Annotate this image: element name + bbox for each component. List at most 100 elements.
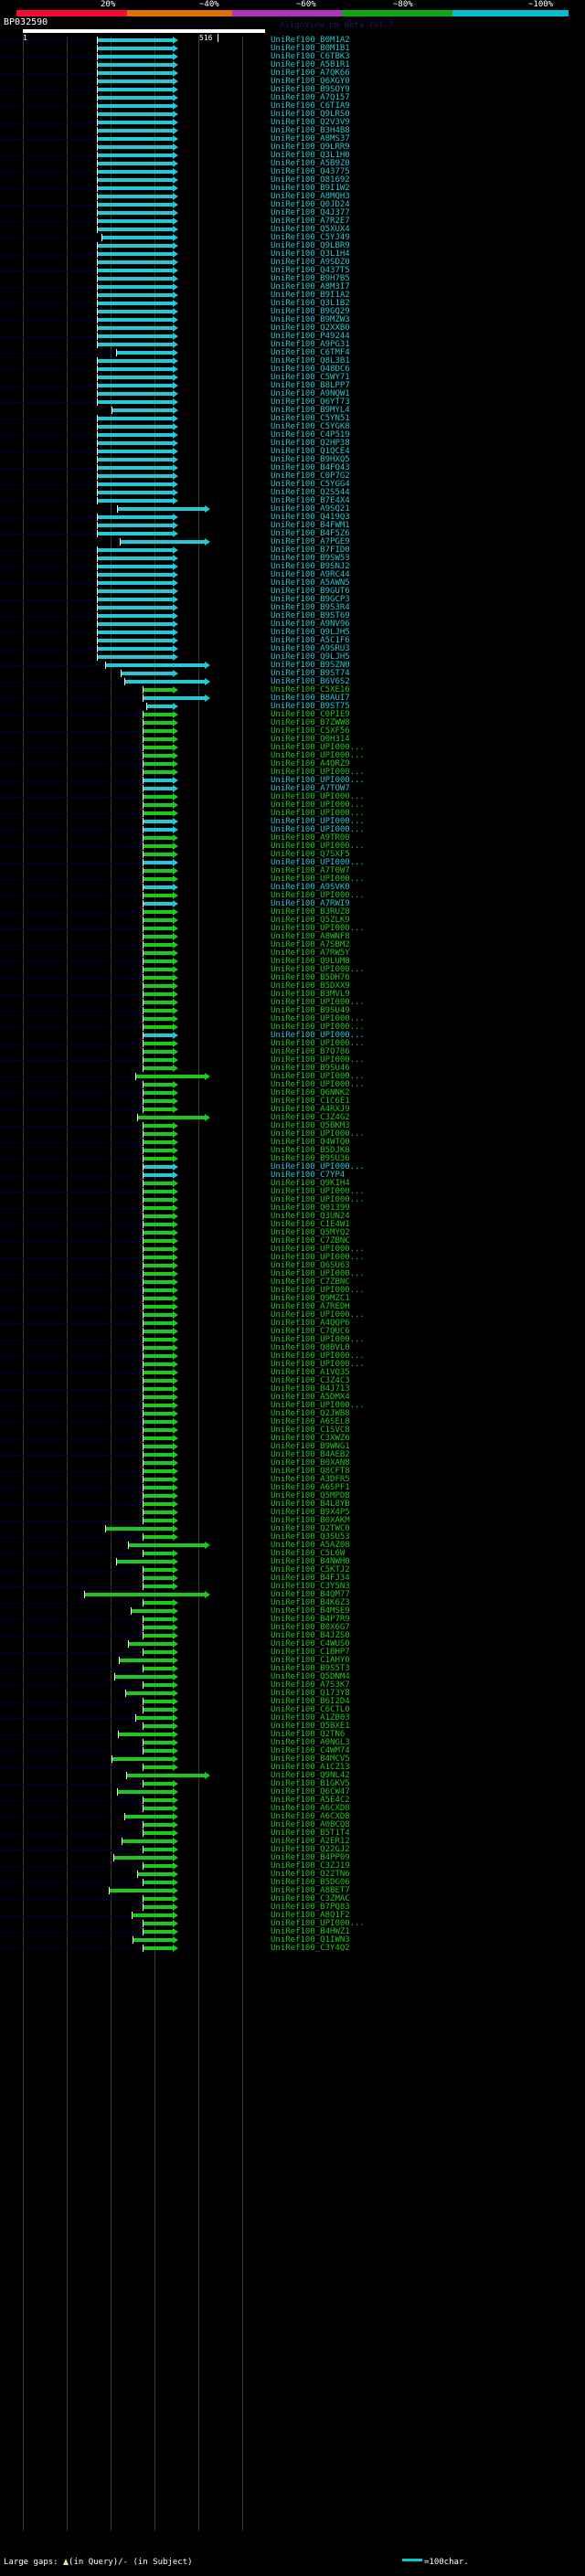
hit-label[interactable]: UniRef100_UPI000...	[271, 1195, 365, 1204]
hsp-bar[interactable]	[116, 351, 173, 355]
hsp-bar[interactable]	[97, 80, 173, 83]
hit-label[interactable]: UniRef100_UPI000...	[271, 809, 365, 818]
hsp-bar[interactable]	[143, 1831, 173, 1835]
hsp-bar[interactable]	[117, 1790, 173, 1794]
hit-row[interactable]: UniRef100_A8MQH3	[0, 192, 585, 201]
hit-row[interactable]: UniRef100_UPI000...	[0, 1352, 585, 1361]
hit-label[interactable]: UniRef100_Q48DC6	[271, 365, 350, 374]
hit-row[interactable]: UniRef100_B1GKV5	[0, 1779, 585, 1788]
hsp-bar[interactable]	[97, 367, 173, 371]
hit-label[interactable]: UniRef100_C3XWZ6	[271, 1434, 350, 1443]
hsp-bar[interactable]	[143, 828, 173, 832]
hit-row[interactable]: UniRef100_C4P519	[0, 430, 585, 440]
hsp-bar[interactable]	[143, 1395, 173, 1399]
hit-label[interactable]: UniRef100_UPI000...	[271, 792, 365, 801]
hit-label[interactable]: UniRef100_B7FID0	[271, 546, 350, 555]
hit-label[interactable]: UniRef100_A7SBM2	[271, 940, 350, 949]
hit-row[interactable]: UniRef100_UPI000...	[0, 1253, 585, 1262]
hit-label[interactable]: UniRef100_UPI000...	[271, 965, 365, 974]
hsp-bar[interactable]	[143, 1782, 173, 1786]
hit-row[interactable]: UniRef100_B6V6S2	[0, 677, 585, 686]
hit-label[interactable]: UniRef100_C3ZMAC	[271, 1894, 350, 1903]
hit-label[interactable]: UniRef100_A7TOW7	[271, 784, 350, 793]
hit-row[interactable]: UniRef100_UPI000...	[0, 1919, 585, 1928]
hsp-bar[interactable]	[97, 532, 173, 535]
hit-label[interactable]: UniRef100_C1BHP7	[271, 1648, 350, 1657]
hit-row[interactable]: UniRef100_B4F5Z6	[0, 529, 585, 538]
hsp-bar[interactable]	[143, 721, 173, 725]
hit-row[interactable]: UniRef100_B8LPP7	[0, 381, 585, 390]
hsp-bar[interactable]	[143, 1198, 173, 1202]
hit-label[interactable]: UniRef100_C6TMF4	[271, 348, 350, 357]
hit-label[interactable]: UniRef100_B9ST69	[271, 611, 350, 620]
hit-row[interactable]: UniRef100_UPI000...	[0, 1039, 585, 1048]
hit-row[interactable]: UniRef100_Q6SU63	[0, 1261, 585, 1270]
hsp-bar[interactable]	[143, 1667, 173, 1670]
hsp-bar[interactable]	[97, 137, 173, 141]
hit-row[interactable]: UniRef100_B0XAN8	[0, 1458, 585, 1468]
hit-label[interactable]: UniRef100_UPI000...	[271, 1401, 365, 1410]
hit-row[interactable]: UniRef100_C5XE16	[0, 685, 585, 694]
hit-label[interactable]: UniRef100_B3MVL9	[271, 990, 350, 999]
hit-label[interactable]: UniRef100_Q9LRS0	[271, 110, 350, 119]
hit-row[interactable]: UniRef100_O81692	[0, 175, 585, 185]
hit-row[interactable]: UniRef100_Q6YT73	[0, 398, 585, 407]
hsp-bar[interactable]	[125, 1691, 173, 1695]
hit-label[interactable]: UniRef100_Q8CFT8	[271, 1467, 350, 1476]
hsp-bar[interactable]	[118, 1733, 173, 1736]
hit-row[interactable]: UniRef100_Q6CW47	[0, 1787, 585, 1797]
hit-row[interactable]: UniRef100_B4QM77	[0, 1590, 585, 1599]
hit-label[interactable]: UniRef100_C1SVC8	[271, 1426, 350, 1435]
hit-label[interactable]: UniRef100_UPI000...	[271, 1187, 365, 1196]
hit-row[interactable]: UniRef100_UPI000...	[0, 924, 585, 933]
hit-row[interactable]: UniRef100_Q5ZLK9	[0, 916, 585, 925]
hsp-bar[interactable]	[143, 894, 173, 897]
hsp-bar[interactable]	[143, 844, 173, 848]
hit-row[interactable]: UniRef100_UPI000...	[0, 800, 585, 810]
hit-row[interactable]: UniRef100_A7T0W7	[0, 866, 585, 875]
hit-label[interactable]: UniRef100_A7Q157	[271, 93, 350, 102]
hit-row[interactable]: UniRef100_A7REDH	[0, 1302, 585, 1311]
hit-row[interactable]: UniRef100_A7RW5Y	[0, 949, 585, 958]
hit-row[interactable]: UniRef100_UPI000...	[0, 1080, 585, 1089]
hsp-bar[interactable]	[143, 877, 173, 881]
hit-row[interactable]: UniRef100_A7TOW7	[0, 784, 585, 793]
hsp-bar[interactable]	[143, 1494, 173, 1498]
hsp-bar[interactable]	[97, 112, 173, 116]
hit-row[interactable]: UniRef100_B4FWM1	[0, 521, 585, 530]
hit-label[interactable]: UniRef100_C5YGK8	[271, 422, 350, 431]
hsp-bar[interactable]	[143, 1182, 173, 1185]
hsp-bar[interactable]	[143, 1280, 173, 1284]
hsp-bar[interactable]	[124, 680, 205, 684]
hsp-bar[interactable]	[109, 1889, 173, 1892]
hsp-bar[interactable]	[143, 1412, 173, 1415]
hit-label[interactable]: UniRef100_UPI000...	[271, 858, 365, 867]
hit-row[interactable]: UniRef100_B8AUI7	[0, 694, 585, 703]
hsp-bar[interactable]	[143, 976, 173, 980]
hit-row[interactable]: UniRef100_A8M3I7	[0, 282, 585, 292]
hsp-bar[interactable]	[143, 1700, 173, 1703]
hsp-bar[interactable]	[97, 515, 173, 519]
hsp-bar[interactable]	[143, 1050, 173, 1054]
hsp-bar[interactable]	[128, 1543, 205, 1547]
hit-label[interactable]: UniRef100_B0XAN8	[271, 1458, 350, 1468]
hit-row[interactable]: UniRef100_A9TR00	[0, 833, 585, 843]
hsp-bar[interactable]	[143, 943, 173, 947]
hsp-bar[interactable]	[97, 441, 173, 445]
hit-row[interactable]: UniRef100_B4PP09	[0, 1853, 585, 1862]
hsp-bar[interactable]	[97, 310, 173, 313]
hit-row[interactable]: UniRef100_A1VQ35	[0, 1368, 585, 1377]
hit-label[interactable]: UniRef100_C5XE16	[271, 685, 350, 694]
hit-label[interactable]: UniRef100_A5B1R1	[271, 60, 350, 69]
hit-row[interactable]: UniRef100_Q8CFT8	[0, 1467, 585, 1476]
hsp-bar[interactable]	[143, 1650, 173, 1654]
hit-label[interactable]: UniRef100_C4P519	[271, 430, 350, 440]
hit-row[interactable]: UniRef100_UPI000...	[0, 1055, 585, 1065]
hit-label[interactable]: UniRef100_A7PGE9	[271, 537, 350, 546]
hit-label[interactable]: UniRef100_UPI000...	[271, 1055, 365, 1065]
hit-row[interactable]: UniRef100_UPI000...	[0, 1129, 585, 1139]
hsp-bar[interactable]	[97, 244, 173, 248]
hit-label[interactable]: UniRef100_Q9LJH5	[271, 628, 350, 637]
hit-row[interactable]: UniRef100_A6CXD8	[0, 1804, 585, 1813]
hit-label[interactable]: UniRef100_B0XAKM	[271, 1516, 350, 1525]
